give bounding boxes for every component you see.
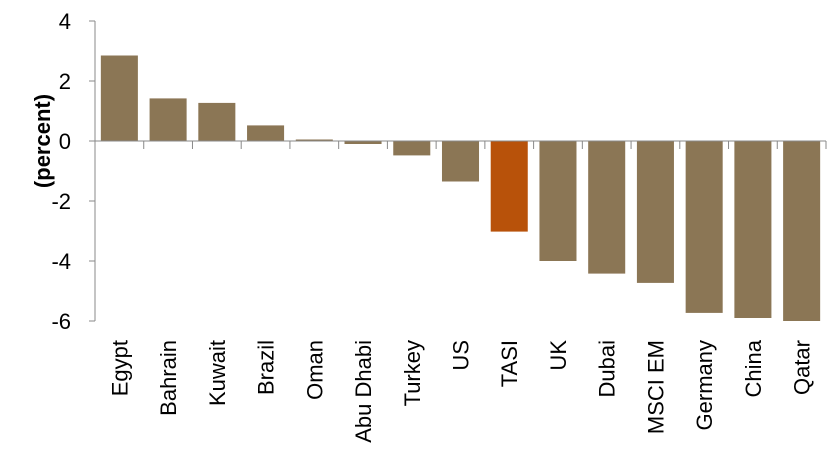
category-label: TASI: [497, 340, 522, 387]
category-label: UK: [546, 340, 571, 371]
bar-brazil: [247, 125, 285, 141]
bar-dubai: [588, 141, 626, 274]
y-tick-label: -6: [51, 309, 71, 334]
bar-egypt: [100, 55, 138, 141]
bar-qatar: [783, 141, 821, 321]
category-label: Abu Dhabi: [351, 340, 376, 443]
bar-kuwait: [198, 102, 236, 141]
bar-tasi: [490, 141, 528, 232]
bar-oman: [295, 139, 333, 141]
y-tick-label: 2: [59, 69, 71, 94]
y-axis-ticks: 4 2 0 -2 -4 -6: [51, 9, 95, 334]
axes: [94, 21, 827, 321]
bar-turkey: [393, 141, 431, 156]
bar-abu-dhabi: [344, 141, 382, 144]
bar-us: [441, 141, 480, 182]
bars: [100, 55, 821, 321]
bar-germany: [685, 141, 723, 313]
bar-china: [734, 141, 772, 318]
bar-bahrain: [149, 98, 187, 141]
category-label: Dubai: [595, 340, 620, 397]
y-tick-label: 4: [59, 9, 71, 34]
category-label: Qatar: [790, 340, 815, 395]
category-label: Brazil: [254, 340, 279, 395]
bar-uk: [539, 141, 577, 261]
category-labels: Egypt Bahrain Kuwait Brazil Oman Abu Dhabi Tur…: [107, 339, 814, 443]
y-tick-label: 0: [59, 129, 71, 154]
category-label: US: [449, 340, 474, 371]
y-tick-label: -2: [51, 189, 71, 214]
y-tick-label: -4: [51, 249, 71, 274]
category-label: Egypt: [107, 340, 132, 396]
category-label: Turkey: [400, 340, 425, 406]
category-label: Bahrain: [156, 340, 181, 416]
category-label: Kuwait: [205, 340, 230, 406]
category-label: China: [741, 339, 766, 397]
category-label: Oman: [302, 340, 327, 400]
bar-msci-em: [636, 141, 674, 283]
category-label: MSCI EM: [643, 340, 668, 434]
category-label: Germany: [692, 340, 717, 430]
y-axis-title: (percent): [30, 94, 55, 188]
